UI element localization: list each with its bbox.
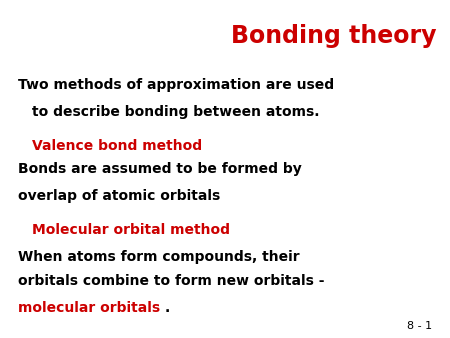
Text: 8 - 1: 8 - 1 — [407, 321, 432, 331]
Text: Bonding theory: Bonding theory — [231, 24, 436, 48]
Text: .: . — [164, 301, 170, 315]
Text: When atoms form compounds, their: When atoms form compounds, their — [18, 250, 300, 264]
Text: Two methods of approximation are used: Two methods of approximation are used — [18, 78, 334, 92]
Text: to describe bonding between atoms.: to describe bonding between atoms. — [32, 105, 319, 119]
Text: Bonds are assumed to be formed by: Bonds are assumed to be formed by — [18, 162, 302, 176]
Text: orbitals combine to form new orbitals -: orbitals combine to form new orbitals - — [18, 274, 324, 288]
Text: Molecular orbital method: Molecular orbital method — [32, 223, 230, 237]
Text: molecular orbitals: molecular orbitals — [18, 301, 160, 315]
Text: Valence bond method: Valence bond method — [32, 139, 202, 152]
Text: overlap of atomic orbitals: overlap of atomic orbitals — [18, 189, 220, 203]
